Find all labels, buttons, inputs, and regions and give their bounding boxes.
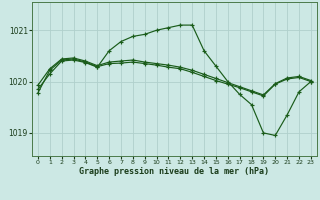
- X-axis label: Graphe pression niveau de la mer (hPa): Graphe pression niveau de la mer (hPa): [79, 167, 269, 176]
